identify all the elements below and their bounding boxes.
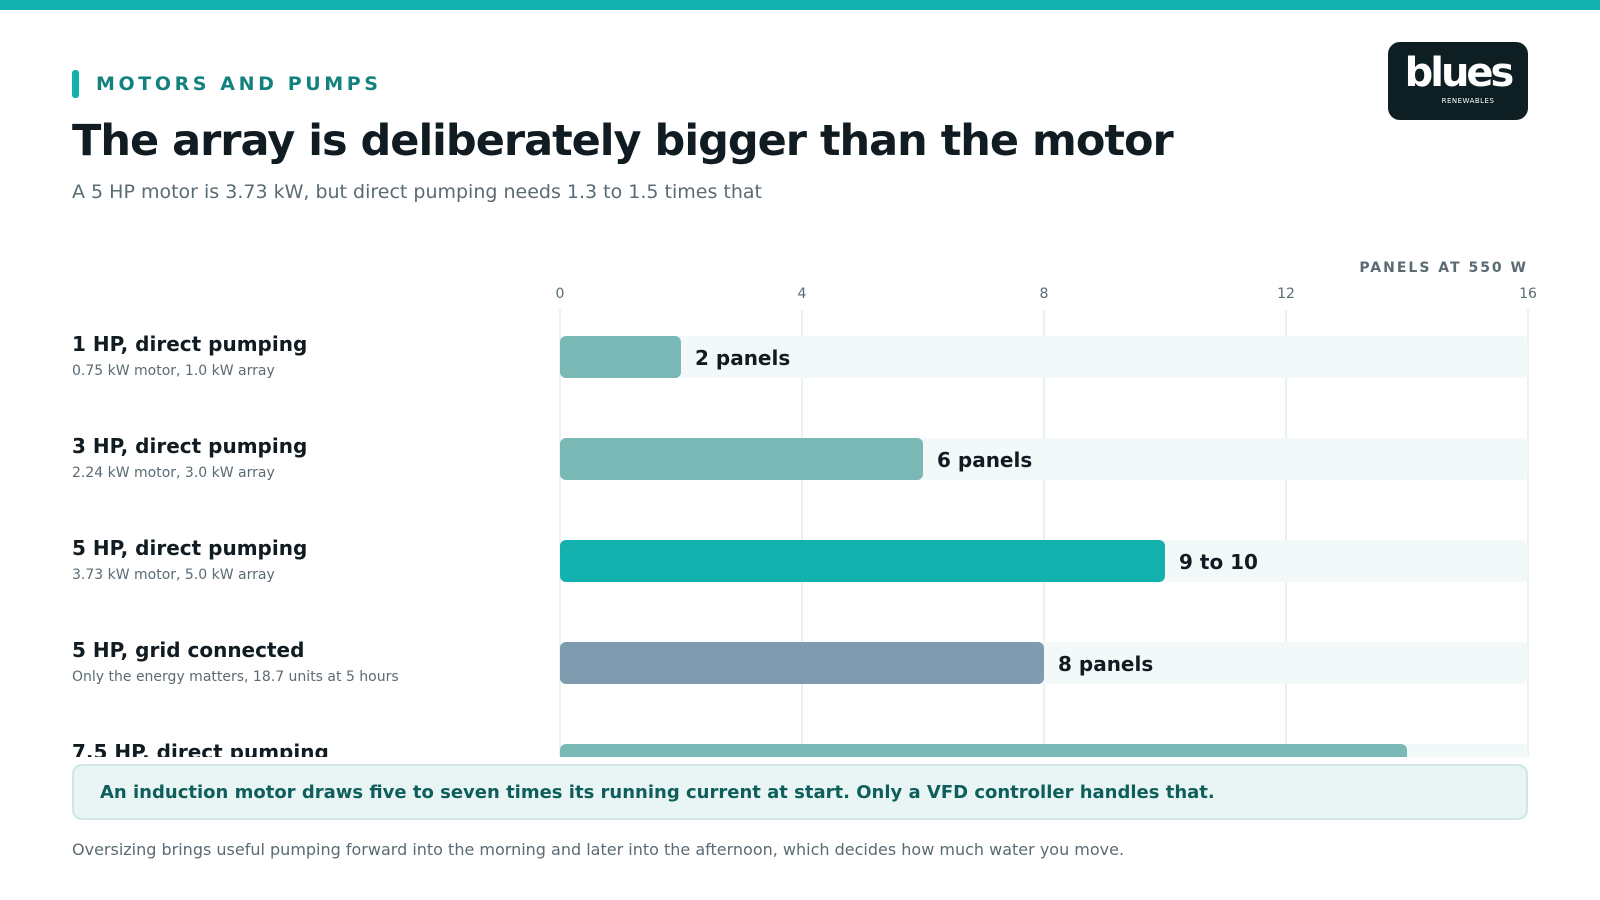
top-accent-bar: [0, 0, 1600, 10]
eyebrow: MOTORS AND PUMPS: [72, 70, 382, 98]
bar-value-label: 9 to 10: [1179, 550, 1258, 574]
x-tick-label: 0: [556, 286, 565, 302]
x-axis-title: PANELS AT 550 W: [1359, 260, 1528, 276]
bar-track: [560, 336, 1528, 378]
x-tick-label: 8: [1040, 286, 1049, 302]
page-title: The array is deliberately bigger than th…: [72, 116, 1174, 166]
category-detail: Only the energy matters, 18.7 units at 5…: [72, 669, 399, 685]
bar: [560, 540, 1165, 582]
bar-value-label: 14 panels: [1421, 754, 1530, 778]
x-tick-label: 4: [798, 286, 807, 302]
bar: [560, 438, 923, 480]
x-tick-label: 12: [1277, 286, 1295, 302]
category-label: 5 HP, grid connected: [72, 638, 304, 662]
bar: [560, 642, 1044, 684]
eyebrow-mark: [72, 70, 79, 98]
category-detail: 3.73 kW motor, 5.0 kW array: [72, 567, 275, 583]
bar: [560, 336, 681, 378]
page-subtitle: A 5 HP motor is 3.73 kW, but direct pump…: [72, 181, 762, 203]
brand-logo: blues RENEWABLES: [1388, 42, 1528, 120]
bar-value-label: 2 panels: [695, 346, 790, 370]
callout-box: An induction motor draws five to seven t…: [72, 764, 1528, 820]
x-tick-label: 16: [1519, 286, 1537, 302]
bar: [560, 744, 1407, 757]
bar-value-label: 6 panels: [937, 448, 1032, 472]
category-detail: 2.24 kW motor, 3.0 kW array: [72, 465, 275, 481]
logo-word: blues: [1404, 50, 1515, 96]
category-label: 3 HP, direct pumping: [72, 434, 307, 458]
footnote: Oversizing brings useful pumping forward…: [72, 840, 1125, 859]
category-label: 1 HP, direct pumping: [72, 332, 307, 356]
logo-sub: RENEWABLES: [1441, 97, 1495, 105]
category-label: 5 HP, direct pumping: [72, 536, 307, 560]
category-detail: 0.75 kW motor, 1.0 kW array: [72, 363, 275, 379]
category-label: 7.5 HP, direct pumping: [72, 740, 329, 764]
eyebrow-text: MOTORS AND PUMPS: [96, 73, 382, 95]
callout-text: An induction motor draws five to seven t…: [100, 781, 1215, 803]
bar-value-label: 8 panels: [1058, 652, 1153, 676]
